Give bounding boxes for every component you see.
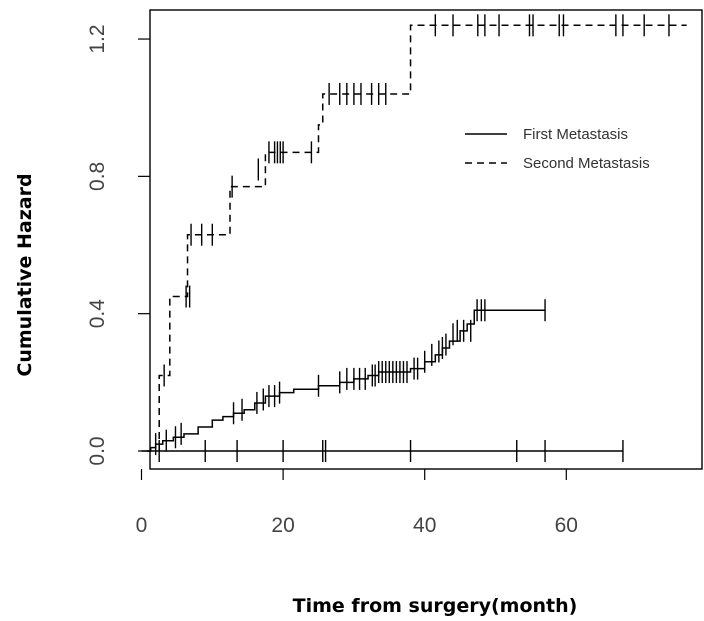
legend-label: Second Metastasis — [523, 155, 650, 172]
series-2 — [141, 440, 624, 462]
legend-label: First Metastasis — [523, 126, 628, 143]
plot-frame — [149, 9, 703, 470]
y-axis-title: Cumulative Hazard — [14, 173, 36, 376]
x-tick-label: 20 — [271, 514, 294, 537]
series-layer — [141, 14, 687, 462]
y-tick-label: 0.8 — [86, 162, 109, 191]
x-axis: 0 20 40 60 — [136, 469, 578, 537]
series-line — [158, 24, 687, 451]
series-0 — [147, 299, 546, 456]
legend: First Metastasis Second Metastasis — [465, 126, 650, 172]
series-line — [147, 309, 546, 452]
x-tick-label: 0 — [136, 514, 148, 537]
y-tick-label: 1.2 — [86, 24, 109, 53]
y-tick-label: 0.4 — [86, 299, 109, 329]
x-axis-title: Time from surgery(month) — [293, 595, 578, 617]
y-axis: 0.0 0.4 0.8 1.2 — [86, 24, 150, 466]
series-1 — [158, 14, 687, 451]
y-tick-label: 0.0 — [86, 436, 109, 465]
x-tick-label: 40 — [413, 514, 436, 537]
x-tick-label: 60 — [555, 514, 578, 537]
